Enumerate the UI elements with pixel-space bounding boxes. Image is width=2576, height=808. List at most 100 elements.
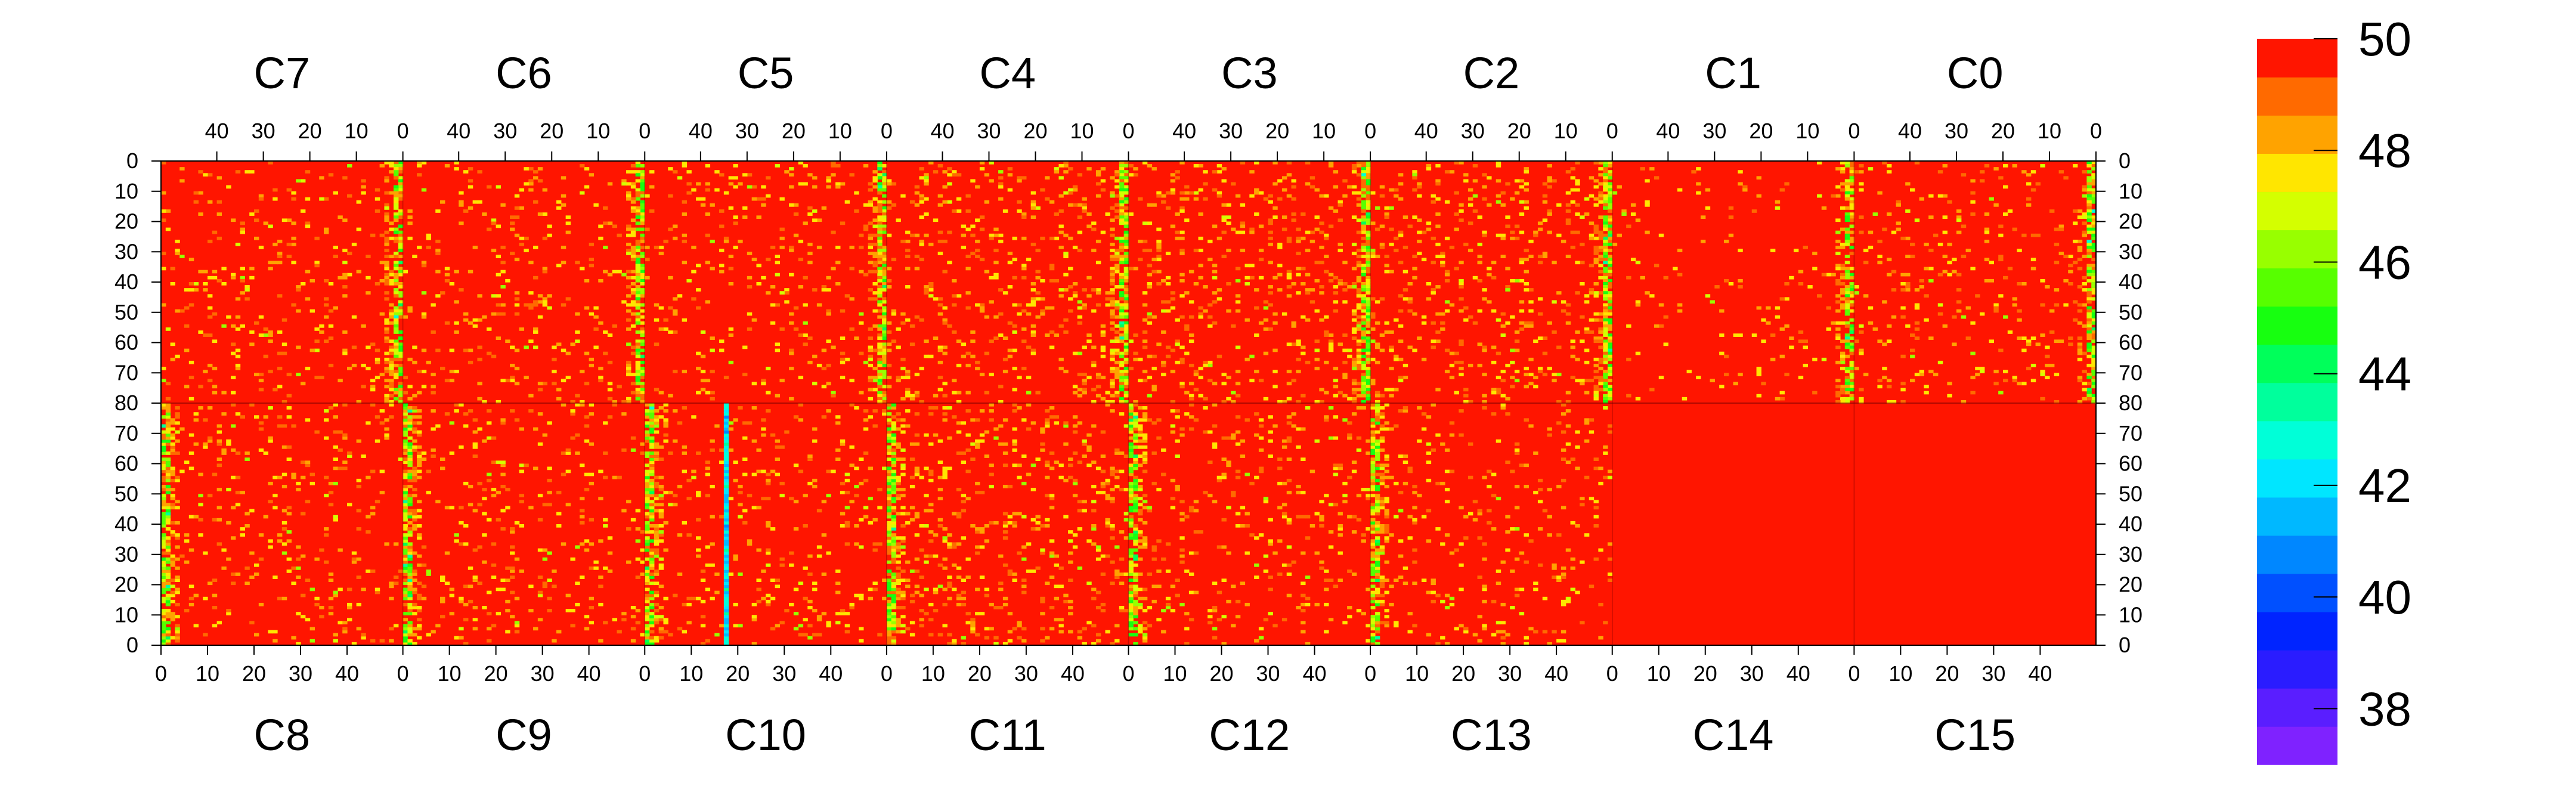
heat-cell — [584, 539, 590, 543]
heat-cell — [1366, 297, 1371, 301]
heat-cell — [1607, 185, 1613, 189]
heat-cell — [1128, 367, 1134, 370]
heat-cell — [630, 312, 636, 316]
heat-cell — [1119, 370, 1125, 373]
heat-cell — [208, 436, 213, 440]
heat-cell — [1849, 218, 1854, 222]
heat-cell — [505, 278, 510, 283]
heat-cell — [342, 294, 348, 298]
heat-cell — [900, 376, 906, 379]
heat-cell — [165, 433, 171, 437]
heat-cell — [528, 409, 534, 413]
heat-cell — [840, 360, 846, 364]
heat-cell — [1970, 212, 1976, 216]
heat-cell — [449, 451, 455, 455]
heat-cell — [496, 294, 501, 298]
heat-cell — [1487, 176, 1492, 180]
heat-cell — [175, 309, 180, 313]
heat-cell — [640, 303, 645, 307]
heat-cell — [1924, 294, 1929, 298]
heat-cell — [626, 309, 631, 313]
heat-cell — [1607, 278, 1613, 283]
heat-cell — [1835, 321, 1841, 325]
heat-cell — [221, 391, 227, 395]
heat-cell — [235, 348, 241, 352]
heat-cell — [1487, 273, 1492, 277]
heat-cell — [175, 406, 180, 410]
heat-cell — [1286, 239, 1292, 243]
heat-cell — [1063, 233, 1069, 237]
heat-cell — [1603, 315, 1608, 319]
heat-cell — [645, 227, 650, 231]
heat-cell — [1179, 252, 1185, 255]
heat-cell — [1100, 324, 1106, 328]
heat-cell — [1165, 345, 1171, 349]
heat-cell — [1389, 367, 1394, 370]
heat-cell — [2086, 382, 2092, 386]
heat-cell — [1356, 364, 1362, 367]
heat-cell — [1844, 188, 1850, 192]
heat-cell — [1607, 324, 1613, 328]
heat-cell — [826, 312, 831, 316]
heat-cell — [1021, 309, 1027, 313]
heat-cell — [2086, 264, 2092, 268]
heat-cell — [389, 584, 394, 589]
heat-cell — [384, 330, 389, 334]
heat-cell — [565, 609, 571, 612]
heat-cell — [998, 170, 1004, 174]
heat-cell — [696, 351, 701, 355]
heat-cell — [389, 385, 394, 389]
heat-cell — [1291, 321, 1296, 325]
heat-cell — [333, 515, 339, 519]
heat-cell — [249, 212, 255, 216]
heat-cell — [1454, 267, 1459, 271]
heat-cell — [1231, 324, 1236, 328]
heat-cell — [198, 191, 203, 195]
heat-cell — [1268, 194, 1273, 198]
heat-cell — [1524, 367, 1529, 370]
heat-cell — [412, 406, 417, 410]
heat-cell — [1835, 336, 1841, 340]
heat-cell — [1249, 227, 1255, 231]
heat-cell — [1077, 230, 1083, 234]
heat-cell — [1361, 306, 1366, 310]
heat-cell — [1366, 212, 1371, 216]
heat-cell — [1849, 348, 1854, 352]
heat-cell — [1366, 255, 1371, 258]
heat-cell — [379, 261, 385, 265]
heat-cell — [161, 621, 166, 625]
heat-cell — [1510, 385, 1515, 389]
heat-cell — [351, 642, 357, 646]
heat-cell — [402, 485, 408, 488]
heat-cell — [882, 357, 887, 361]
heat-cell — [965, 391, 971, 395]
heat-cell — [840, 182, 846, 186]
heat-cell — [1459, 342, 1464, 346]
heat-cell — [2086, 327, 2092, 331]
heat-cell — [640, 185, 645, 189]
heat-cell — [635, 315, 641, 319]
heat-cell — [2086, 212, 2092, 216]
heat-cell — [1519, 278, 1525, 283]
heat-cell — [1296, 357, 1301, 361]
heat-cell — [421, 264, 427, 268]
heat-cell — [240, 527, 246, 531]
heat-cell — [407, 581, 413, 586]
heat-cell — [840, 376, 846, 379]
heat-cell — [1123, 357, 1129, 361]
heat-cell — [1849, 336, 1854, 340]
heat-cell — [384, 542, 389, 546]
heat-cell — [407, 548, 413, 552]
heat-cell — [1356, 360, 1362, 364]
heat-cell — [384, 267, 389, 271]
heat-cell — [584, 424, 590, 428]
heat-cell — [1542, 194, 1548, 198]
heat-cell — [1361, 394, 1366, 398]
heat-cell — [751, 185, 757, 189]
heat-cell — [519, 427, 525, 431]
heat-cell — [872, 348, 878, 352]
heat-cell — [956, 400, 962, 404]
heat-cell — [161, 303, 166, 307]
heat-cell — [193, 200, 199, 204]
heat-cell — [1244, 357, 1250, 361]
